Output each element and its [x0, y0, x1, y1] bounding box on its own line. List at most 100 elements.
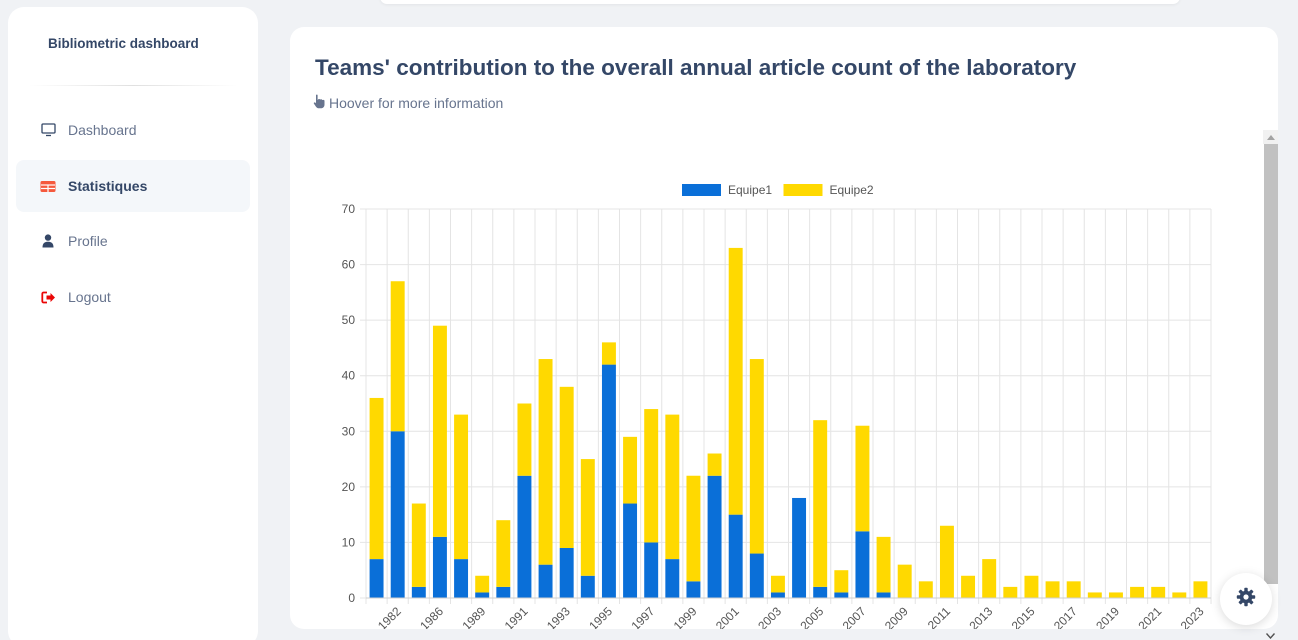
bar-equipe2-1994[interactable]: [580, 459, 595, 576]
sidebar: Bibliometric dashboard Dashboard Statist…: [8, 7, 258, 640]
x-tick-label: 2001: [713, 604, 742, 629]
bar-equipe1-2002[interactable]: [749, 553, 764, 598]
sidebar-item-label: Statistiques: [68, 178, 148, 194]
settings-button[interactable]: [1220, 573, 1272, 625]
bar-equipe2-2015[interactable]: [1024, 575, 1039, 598]
legend-label-equipe1[interactable]: Equipe1: [728, 183, 772, 197]
bar-equipe1-1987[interactable]: [454, 559, 469, 598]
chart-card: Teams' contribution to the overall annua…: [290, 27, 1278, 633]
bar-equipe2-2011[interactable]: [939, 525, 954, 598]
sidebar-item-profile[interactable]: Profile: [16, 215, 250, 267]
bar-equipe2-2023[interactable]: [1193, 581, 1208, 598]
bar-equipe1-2001[interactable]: [728, 514, 743, 598]
sidebar-item-dashboard[interactable]: Dashboard: [16, 104, 250, 156]
bar-equipe2-1987[interactable]: [454, 414, 469, 560]
scroll-down-arrow-icon[interactable]: [1263, 630, 1278, 640]
x-tick-label: 1997: [629, 604, 658, 629]
bar-equipe1-1982[interactable]: [390, 431, 405, 598]
scroll-up-arrow-icon[interactable]: [1263, 130, 1278, 144]
bar-equipe1-1996[interactable]: [623, 503, 638, 598]
bar-equipe2-1990[interactable]: [496, 520, 511, 587]
bar-equipe2-2014[interactable]: [1003, 586, 1018, 598]
vertical-scrollbar[interactable]: [1263, 130, 1278, 639]
bar-equipe2-2019[interactable]: [1108, 592, 1123, 598]
x-tick-label: 1991: [502, 604, 531, 629]
sidebar-item-statistiques[interactable]: Statistiques: [16, 160, 250, 212]
bar-equipe2-1991[interactable]: [517, 403, 532, 476]
bar-equipe1-1985[interactable]: [411, 586, 426, 598]
bar-equipe2-1982[interactable]: [390, 281, 405, 432]
bar-equipe2-2008[interactable]: [876, 536, 891, 593]
bar-equipe1-1981[interactable]: [369, 559, 384, 598]
bar-equipe2-2013[interactable]: [982, 559, 997, 598]
bar-equipe2-2021[interactable]: [1151, 586, 1166, 598]
chart-area[interactable]: 0 10 20 30 40 50 60 70 1982 1986 1989 1991 1993 1995 1…: [290, 177, 1265, 633]
legend-label-equipe2[interactable]: Equipe2: [830, 183, 874, 197]
bar-equipe1-1986[interactable]: [432, 536, 447, 598]
brand-title[interactable]: Bibliometric dashboard: [48, 36, 199, 51]
bar-equipe1-2003[interactable]: [770, 592, 785, 598]
bar-equipe1-2004[interactable]: [792, 497, 807, 598]
sidebar-divider: [28, 85, 238, 86]
bar-equipe2-2000[interactable]: [707, 453, 722, 476]
bar-equipe1-1999[interactable]: [686, 581, 701, 598]
legend-swatch-equipe1[interactable]: [682, 184, 721, 196]
y-tick-label: 60: [342, 258, 356, 272]
bar-equipe2-2005[interactable]: [813, 420, 828, 587]
legend-swatch-equipe2[interactable]: [783, 184, 823, 196]
bar-equipe1-1998[interactable]: [665, 559, 680, 598]
bar-equipe2-1981[interactable]: [369, 397, 384, 560]
bar-equipe2-1997[interactable]: [644, 409, 659, 543]
bar-equipe2-1992[interactable]: [538, 359, 553, 565]
y-tick-label: 70: [342, 202, 356, 216]
bar-equipe2-1995[interactable]: [601, 342, 616, 365]
bar-equipe2-2007[interactable]: [855, 425, 870, 532]
bar-equipe1-1991[interactable]: [517, 475, 532, 598]
bar-equipe1-1997[interactable]: [644, 542, 659, 598]
bar-equipe2-2001[interactable]: [728, 247, 743, 515]
x-tick-label: 1993: [544, 604, 573, 629]
bar-equipe2-1986[interactable]: [432, 325, 447, 537]
bar-equipe1-1992[interactable]: [538, 564, 553, 598]
bar-equipe2-1985[interactable]: [411, 503, 426, 587]
bar-equipe2-1999[interactable]: [686, 475, 701, 582]
bar-equipe2-2002[interactable]: [749, 359, 764, 554]
bar-equipe1-2007[interactable]: [855, 531, 870, 598]
hover-hint: Hoover for more information: [313, 94, 503, 112]
bar-equipe2-1996[interactable]: [623, 436, 638, 504]
chart-card-title: Teams' contribution to the overall annua…: [315, 55, 1077, 80]
bar-equipe2-2012[interactable]: [961, 575, 976, 598]
bar-equipe1-1989[interactable]: [475, 592, 490, 598]
bar-equipe1-2005[interactable]: [813, 586, 828, 598]
bar-equipe2-2022[interactable]: [1172, 592, 1187, 598]
bar-equipe2-2020[interactable]: [1130, 586, 1145, 598]
bar-equipe2-2010[interactable]: [918, 581, 933, 598]
scrollbar-thumb[interactable]: [1264, 144, 1278, 584]
bar-equipe2-2009[interactable]: [897, 564, 912, 598]
bar-equipe1-1990[interactable]: [496, 586, 511, 598]
sidebar-item-label: Dashboard: [68, 122, 137, 138]
bar-equipe2-1993[interactable]: [559, 386, 574, 548]
x-tick-label: 1999: [671, 604, 700, 629]
bar-equipe1-2006[interactable]: [834, 592, 849, 598]
bar-equipe2-2018[interactable]: [1087, 592, 1102, 598]
bar-equipe1-1994[interactable]: [580, 575, 595, 598]
bar-equipe1-1993[interactable]: [559, 547, 574, 598]
bar-equipe1-1995[interactable]: [601, 364, 616, 598]
monitor-icon: [40, 122, 56, 138]
bar-equipe2-1998[interactable]: [665, 414, 680, 560]
bar-equipe1-2008[interactable]: [876, 592, 891, 598]
stacked-bar-chart[interactable]: 0 10 20 30 40 50 60 70 1982 1986 1989 1991 1993 1995 1…: [290, 177, 1265, 633]
gear-icon: [1236, 587, 1256, 612]
bar-equipe2-1989[interactable]: [475, 575, 490, 593]
y-tick-label: 20: [342, 480, 356, 494]
bar-equipe2-2017[interactable]: [1066, 581, 1081, 598]
x-tick-label: 2007: [840, 604, 869, 629]
bar-equipe2-2003[interactable]: [770, 575, 785, 593]
sidebar-item-logout[interactable]: Logout: [16, 271, 250, 323]
x-tick-label: 1982: [375, 604, 404, 629]
bar-equipe2-2006[interactable]: [834, 570, 849, 593]
x-tick-label: 1986: [417, 604, 446, 629]
bar-equipe2-2016[interactable]: [1045, 581, 1060, 598]
bar-equipe1-2000[interactable]: [707, 475, 722, 598]
